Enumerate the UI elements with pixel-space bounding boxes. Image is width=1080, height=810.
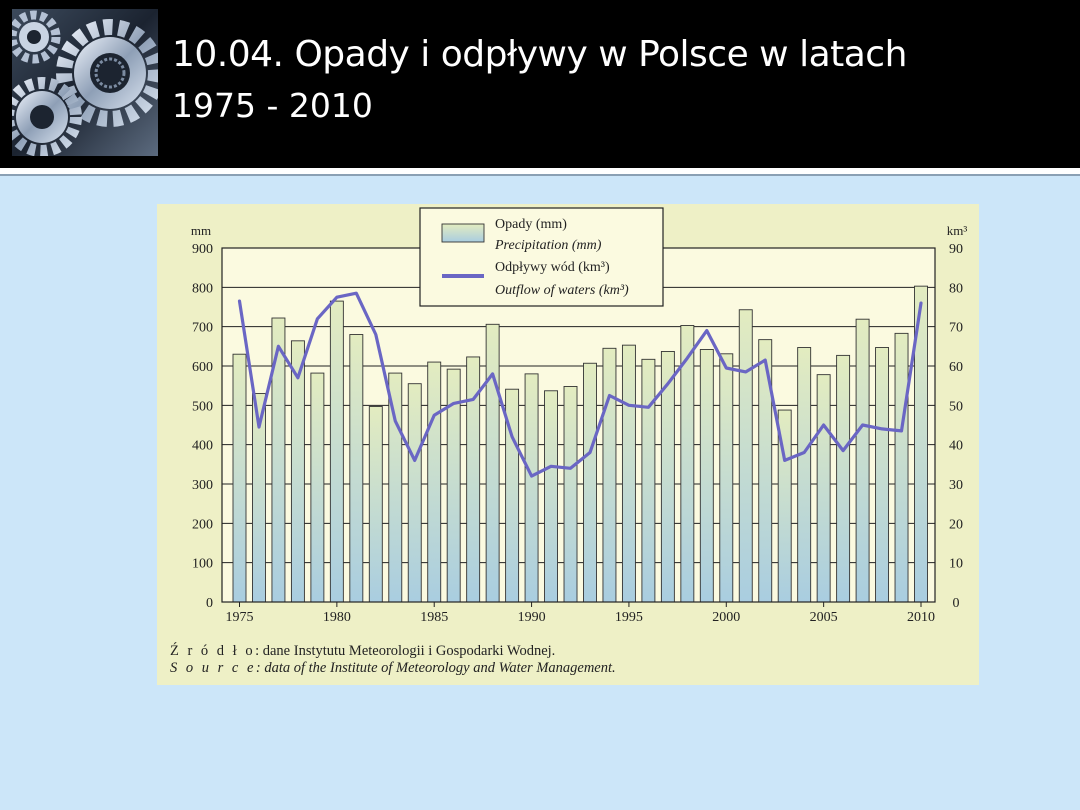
slide-title-line-1: 10.04. Opady i odpływy w Polsce w latach	[172, 34, 907, 75]
precipitation-bar	[641, 358, 656, 603]
y-right-tick-label: 30	[949, 478, 963, 493]
x-tick-label: 1975	[226, 610, 254, 625]
x-tick-label: 1980	[323, 610, 351, 625]
y-right-tick-label: 0	[953, 596, 960, 611]
x-tick-label: 2010	[907, 610, 935, 625]
legend-label: Odpływy wód (km³)	[495, 260, 610, 275]
y-left-tick-label: 500	[192, 399, 213, 414]
y-left-tick-label: 700	[192, 321, 213, 336]
precipitation-bar	[583, 362, 597, 603]
gear-icon	[56, 19, 158, 127]
source-note-polish: Ź r ó d ł o: dane Instytutu Meteorologii…	[170, 643, 555, 660]
y-right-tick-label: 80	[949, 281, 963, 296]
precipitation-bar	[680, 325, 695, 603]
source-key-english: S o u r c e	[170, 660, 256, 676]
precipitation-bar	[719, 353, 734, 603]
precipitation-bar	[524, 373, 539, 603]
precipitation-bar	[563, 386, 578, 603]
precipitation-bar	[816, 374, 831, 603]
precipitation-bar	[290, 340, 305, 603]
precipitation-bar	[894, 332, 909, 603]
y-right-tick-label: 70	[949, 321, 963, 336]
y-left-tick-label: 100	[192, 557, 213, 572]
precipitation-bar	[602, 347, 617, 603]
legend-sublabel: Outflow of waters (km³)	[495, 283, 629, 298]
gears-logo-image	[12, 9, 158, 156]
precipitation-bar	[310, 372, 325, 603]
y-right-tick-label: 10	[949, 557, 963, 572]
legend-sublabel: Precipitation (mm)	[494, 238, 602, 253]
header-divider	[0, 168, 1080, 176]
y-left-tick-label: 800	[192, 281, 213, 296]
precipitation-bar	[407, 383, 422, 603]
precipitation-bar	[699, 349, 714, 603]
outflow-line	[237, 291, 923, 478]
y-right-tick-label: 60	[949, 360, 963, 375]
x-tick-label: 1985	[420, 610, 448, 625]
y-left-tick-label: 200	[192, 517, 213, 532]
y-right-tick-label: 90	[949, 242, 963, 257]
chart-figure: 1975 1980 1985 1990 1995 2000 2005 2010 0 100 200 3…	[157, 204, 979, 685]
y-right-tick-label: 20	[949, 517, 963, 532]
x-tick-label: 1995	[615, 610, 643, 625]
precipitation-bar	[349, 334, 364, 603]
source-key-polish: Ź r ó d ł o	[170, 643, 256, 659]
precipitation-bar	[232, 353, 247, 603]
y-right-axis-label: km³	[947, 223, 968, 238]
y-right-tick-label: 50	[949, 399, 963, 414]
precipitation-bar	[855, 318, 870, 603]
y-left-tick-label: 600	[192, 360, 213, 375]
precipitation-bar	[427, 361, 442, 603]
y-left-axis-label: mm	[191, 223, 211, 238]
precipitation-bar	[368, 406, 383, 603]
y-left-tick-label: 0	[206, 596, 213, 611]
precipitation-outflow-chart: 1975 1980 1985 1990 1995 2000 2005 201001002003…	[191, 207, 968, 625]
precipitation-bar	[485, 323, 500, 603]
gear-icon	[12, 77, 82, 156]
legend-bar-swatch	[441, 223, 485, 243]
legend-label: Opady (mm)	[495, 217, 567, 232]
precipitation-bar	[544, 390, 558, 603]
precipitation-bar	[875, 347, 890, 603]
precipitation-bar	[329, 300, 344, 603]
slide-title-line-2: 1975 - 2010	[172, 86, 373, 125]
precipitation-bar	[621, 344, 636, 603]
precipitation-bar	[738, 309, 753, 603]
slide-header: 10.04. Opady i odpływy w Polsce w latach…	[0, 0, 1080, 168]
precipitation-bar	[797, 347, 812, 603]
precipitation-bar	[836, 354, 851, 603]
y-right-tick-label: 40	[949, 439, 963, 454]
y-left-tick-label: 900	[192, 242, 213, 257]
x-tick-label: 1990	[518, 610, 546, 625]
x-tick-label: 2005	[810, 610, 838, 625]
source-note-english: S o u r c e: data of the Institute of Me…	[170, 660, 616, 677]
y-left-tick-label: 400	[192, 439, 213, 454]
source-text-polish: : dane Instytutu Meteorologii i Gospodar…	[255, 643, 556, 659]
source-text-english: : data of the Institute of Meteorology a…	[255, 660, 616, 676]
y-left-tick-label: 300	[192, 478, 213, 493]
gear-icon	[12, 10, 61, 64]
x-tick-label: 2000	[712, 610, 740, 625]
